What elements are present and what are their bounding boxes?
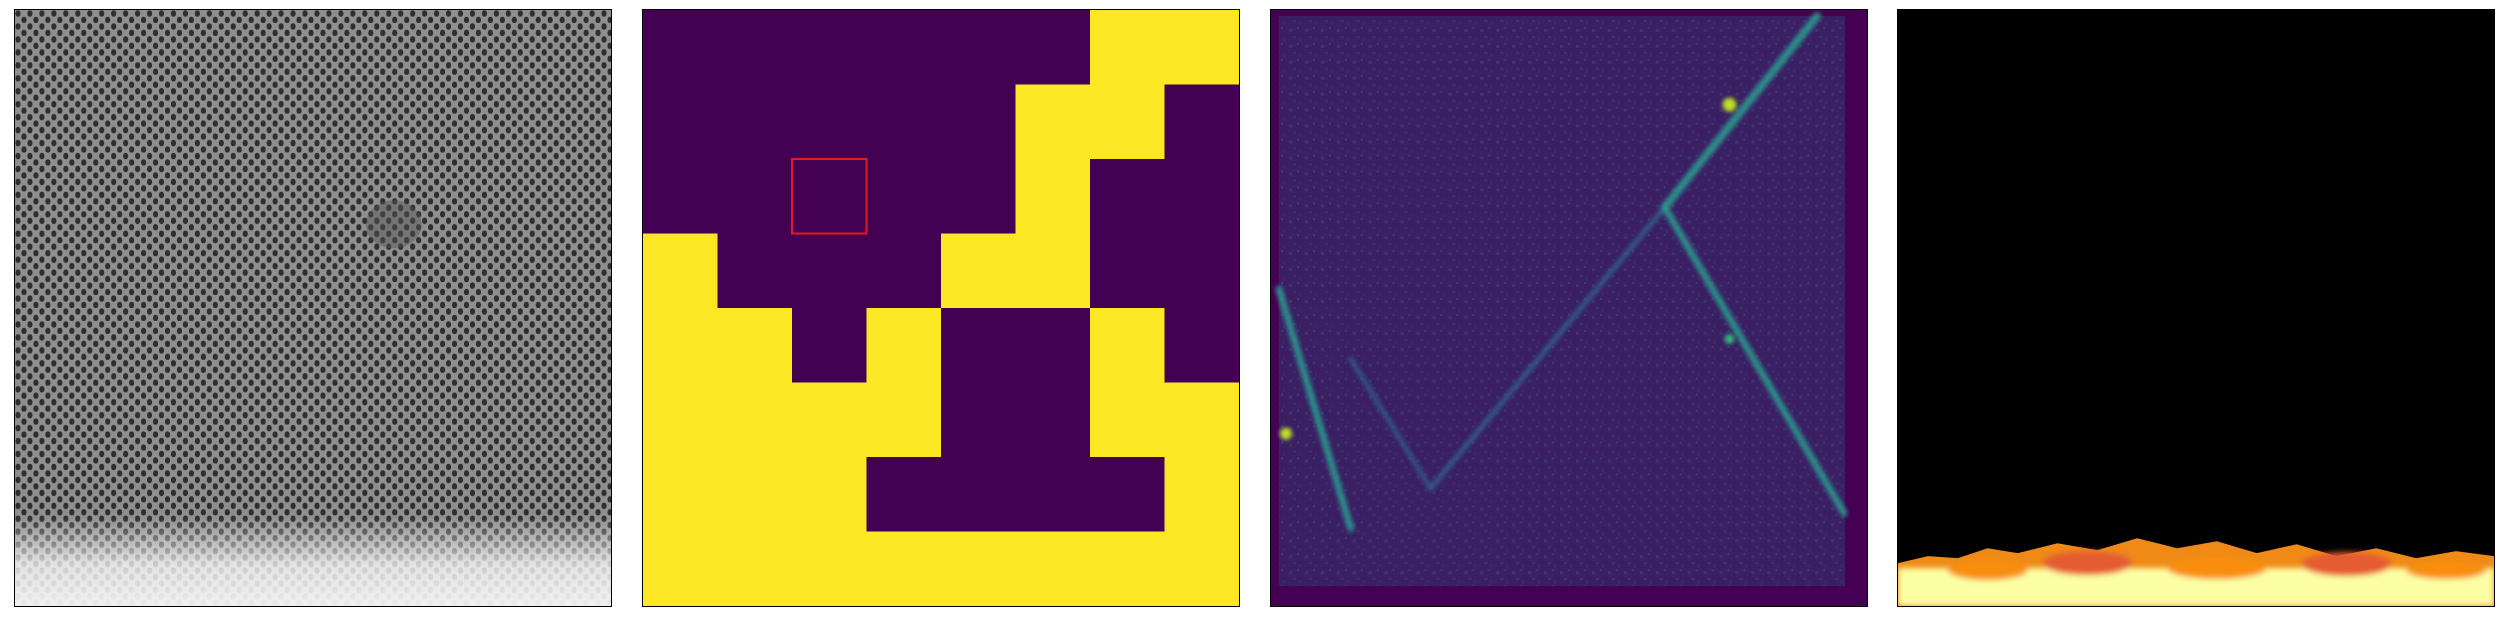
mask-cell [1090,531,1166,606]
mask-cell [717,308,793,384]
mask-cell [1164,308,1239,384]
micrograph-image [15,10,611,606]
mask-cell [1015,159,1091,235]
mask-cell [941,457,1017,533]
mask-cell [717,531,793,606]
mask-cell [643,382,719,458]
mask-cell [792,531,868,606]
mask-cell [866,84,942,160]
mask-cell [1015,308,1091,384]
mask-cell [792,84,868,160]
mask-cell [1015,457,1091,533]
mask-cell [792,382,868,458]
mask-cell [792,233,868,309]
mask-cell [1164,84,1239,160]
mask-cell [792,159,868,235]
mask-cell [941,308,1017,384]
mask-cell [941,233,1017,309]
mask-cell [1015,84,1091,160]
mask-cell [1090,382,1166,458]
heatmap-viridis-panel [1270,9,1868,607]
mask-cell [941,159,1017,235]
mask-cell [717,84,793,160]
heatmap-inferno-panel [1897,9,2495,607]
mask-cell [792,457,868,533]
mask-cell [643,233,719,309]
mask-cell [1015,531,1091,606]
mask-cell [1090,10,1166,86]
mask-cell [941,10,1017,86]
mask-cell [643,84,719,160]
mask-cell [792,308,868,384]
mask-cell [866,382,942,458]
mask-cell [792,10,868,86]
highlight-box [791,158,868,235]
mask-cell [643,457,719,533]
mask-cell [866,159,942,235]
mask-cell [643,159,719,235]
micrograph-panel [14,9,612,607]
mask-cell [941,531,1017,606]
heatmap-inferno-image [1898,10,2494,606]
mask-cell [1164,531,1239,606]
mask-cell [1164,159,1239,235]
mask-cell [1090,308,1166,384]
mask-cell [1164,382,1239,458]
mask-cell [866,457,942,533]
mask-cell [941,382,1017,458]
mask-cell [1164,10,1239,86]
mask-cell [717,159,793,235]
mask-cell [1164,457,1239,533]
mask-cell [717,233,793,309]
mask-cell [1090,159,1166,235]
mask-cell [643,531,719,606]
mask-grid [643,10,1239,606]
mask-cell [717,10,793,86]
mask-cell [643,10,719,86]
mask-cell [941,84,1017,160]
mask-cell [1015,233,1091,309]
mask-cell [1164,233,1239,309]
mask-cell [866,10,942,86]
mask-cell [1090,84,1166,160]
mask-cell [1015,382,1091,458]
mask-cell [717,457,793,533]
mask-cell [1090,457,1166,533]
mask-cell [643,308,719,384]
mask-cell [1090,233,1166,309]
mask-panel [642,9,1240,607]
mask-cell [866,531,942,606]
mask-cell [866,233,942,309]
heatmap-viridis-image [1271,10,1867,606]
mask-cell [717,382,793,458]
mask-cell [1015,10,1091,86]
mask-cell [866,308,942,384]
